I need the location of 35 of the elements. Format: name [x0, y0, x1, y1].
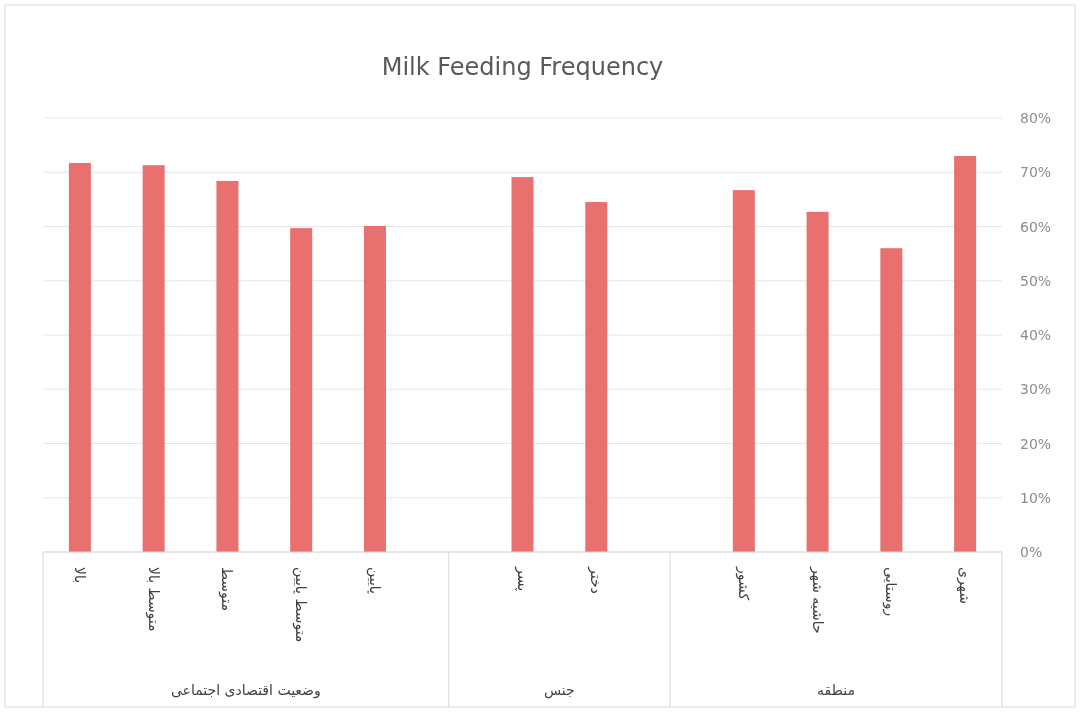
bar [511, 177, 534, 552]
y-tick-label: 80% [1020, 110, 1052, 126]
y-tick-label: 40% [1020, 327, 1052, 343]
bar [142, 165, 165, 552]
x-tick-label: روستایی [882, 567, 900, 617]
x-tick-label: متوسط [218, 567, 236, 611]
y-tick-label: 10% [1020, 489, 1052, 506]
bar [363, 225, 386, 552]
x-tick-label: پسر [513, 566, 531, 592]
x-tick-label: متوسط پایین [292, 567, 310, 643]
chart-title: Milk Feeding Frequency [381, 53, 664, 81]
bar [806, 211, 829, 552]
y-tick-label: 0% [1020, 544, 1043, 560]
bar [585, 202, 608, 552]
bar [216, 180, 239, 552]
x-tick-label: دختر [587, 566, 605, 594]
text: وضعیت اقتصادی اجتماعی [170, 682, 321, 699]
y-tick-label: 20% [1020, 435, 1052, 452]
x-tick-label: پایین [365, 567, 383, 595]
bar [732, 190, 755, 552]
x-tick-label: حاشیه شهر [808, 566, 826, 634]
bar [880, 248, 903, 552]
bar [290, 228, 313, 552]
x-tick-label: شهری [956, 567, 974, 604]
y-tick-label: 60% [1020, 218, 1052, 235]
text: جنس [544, 682, 575, 699]
x-tick-label: کشور [734, 566, 752, 601]
text: منطقه [817, 682, 855, 698]
bar [954, 155, 977, 552]
bar [68, 163, 91, 552]
y-tick-label: 50% [1020, 272, 1052, 289]
x-tick-label: متوسط بالا [144, 567, 162, 632]
y-tick-label: 30% [1020, 381, 1052, 398]
x-tick-label: بالا [71, 567, 88, 584]
y-tick-label: 70% [1020, 164, 1052, 181]
